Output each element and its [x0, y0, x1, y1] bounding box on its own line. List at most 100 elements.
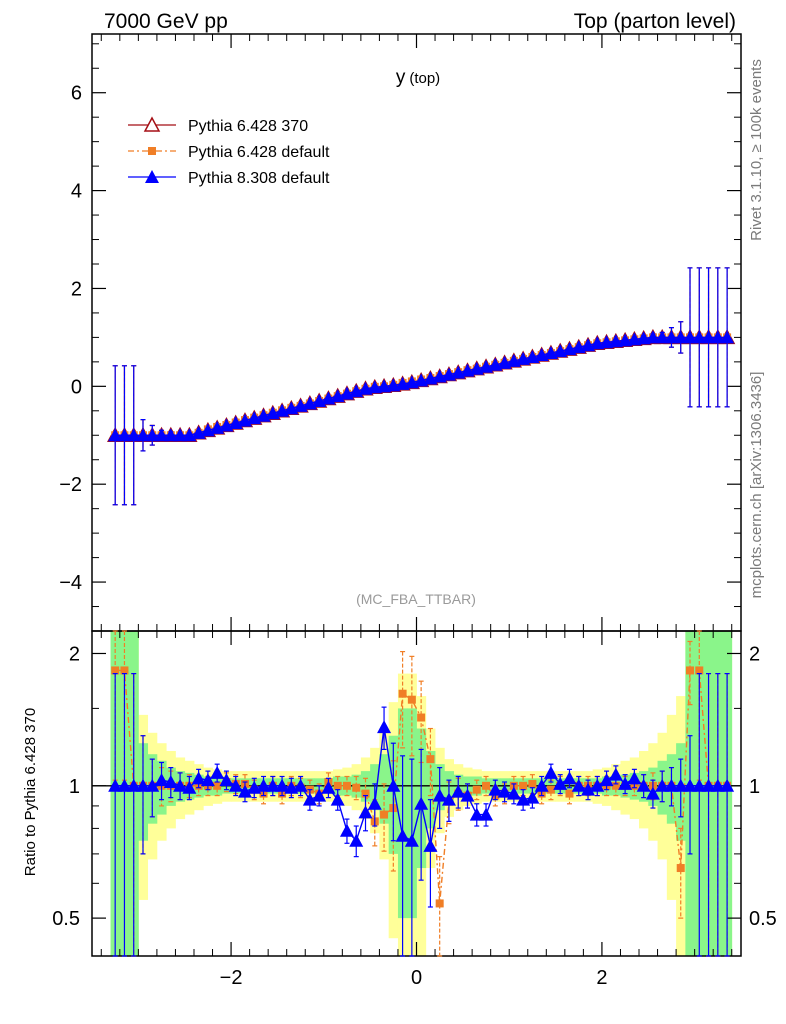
- ratio-point: [404, 833, 419, 847]
- ratio-point: [339, 823, 354, 837]
- ratio-point: [423, 838, 438, 852]
- ratio-point: [377, 720, 392, 734]
- ratio-point: [451, 784, 466, 798]
- chart-title-main: y: [396, 67, 406, 88]
- chart-title: y (top): [396, 67, 440, 88]
- ratio-point: [352, 783, 361, 792]
- ratio-ytick-label-left: 2: [69, 643, 80, 665]
- ratio-point: [302, 792, 317, 806]
- ratio-ytick-label-left: 0.5: [52, 908, 80, 930]
- ratio-point: [482, 781, 491, 790]
- main-point: [173, 428, 188, 442]
- main-point: [163, 428, 178, 442]
- main-series: [107, 267, 736, 506]
- ratio-point: [553, 776, 568, 790]
- ratio-point: [460, 788, 475, 802]
- ratio-point: [590, 778, 605, 792]
- side-label-rivet: Rivet 3.1.10, ≥ 100k events: [748, 59, 765, 241]
- ratio-point: [358, 805, 373, 819]
- main-point: [710, 330, 725, 344]
- ratio-point: [655, 778, 670, 792]
- ratio-point: [581, 782, 596, 796]
- ratio-point: [293, 778, 308, 792]
- ratio-point: [701, 778, 716, 792]
- ratio-point: [441, 792, 456, 806]
- ratio-point: [525, 790, 540, 804]
- main-ytick-label: −2: [59, 474, 82, 496]
- main-point: [664, 330, 679, 344]
- ratio-point: [565, 789, 574, 798]
- ratio-point: [599, 773, 614, 787]
- ratio-point: [145, 778, 160, 792]
- main-point: [673, 330, 688, 344]
- ratio-point: [120, 666, 129, 675]
- ratio-point: [367, 796, 382, 810]
- ratio-ytick-label-right: 2: [749, 643, 760, 665]
- ratio-point: [519, 781, 528, 790]
- ratio-point: [692, 778, 707, 792]
- main-point: [645, 330, 660, 344]
- watermark-label: (MC_FBA_TTBAR): [356, 591, 476, 607]
- main-point: [655, 330, 670, 344]
- ratio-point: [163, 775, 178, 789]
- ratio-point: [210, 765, 225, 779]
- ratio-point: [342, 781, 351, 790]
- ratio-point: [676, 864, 685, 873]
- ratio-point: [380, 810, 389, 819]
- ratio-point: [237, 784, 252, 798]
- ratio-point: [645, 786, 660, 800]
- ratio-ytick-label-right: 1: [749, 776, 760, 798]
- legend-label-pythia6-default: Pythia 6.428 default: [188, 144, 330, 161]
- legend: Pythia 6.428 370 Pythia 6.428 default Py…: [128, 116, 330, 187]
- ratio-point: [407, 695, 416, 704]
- ratio-xtick-label: −2: [220, 967, 243, 989]
- ratio-series-1: [108, 672, 735, 957]
- side-label-source: mcplots.cern.ch [arXiv:1306.3436]: [748, 372, 765, 599]
- ratio-point: [191, 771, 206, 785]
- ratio-point: [618, 776, 633, 790]
- main-ytick-label: −4: [59, 572, 82, 594]
- ratio-point: [108, 778, 123, 792]
- main-point: [108, 428, 123, 442]
- ratio-point: [173, 778, 188, 792]
- legend-marker-pythia6-370: [143, 116, 161, 132]
- main-point: [720, 330, 735, 344]
- ratio-point: [571, 778, 586, 792]
- ratio-point: [720, 778, 735, 792]
- main-point: [145, 428, 160, 442]
- ratio-point: [333, 781, 342, 790]
- ratio-point: [432, 788, 447, 802]
- ratio-point: [213, 781, 222, 790]
- main-point: [683, 330, 698, 344]
- ratio-point: [683, 778, 698, 792]
- ratio-point: [546, 785, 555, 794]
- ratio-point: [608, 767, 623, 781]
- ratio-point: [426, 755, 435, 764]
- ratio-point: [126, 778, 141, 792]
- ratio-point: [395, 828, 410, 842]
- ratio-point: [627, 771, 642, 785]
- ratio-point: [256, 778, 271, 792]
- ratio-point: [414, 796, 429, 810]
- ratio-point: [611, 781, 620, 790]
- ratio-point: [135, 778, 150, 792]
- ratio-band-inner: [379, 754, 390, 824]
- ratio-series: [108, 630, 735, 957]
- ratio-point: [664, 778, 679, 792]
- ratio-point: [312, 788, 327, 802]
- ratio-xtick-label: 0: [411, 967, 422, 989]
- ratio-y-axis-label: Ratio to Pythia 6.428 370: [22, 708, 39, 876]
- ratio-point: [469, 807, 484, 821]
- ratio-xtick-label: 2: [596, 967, 607, 989]
- main-ytick-label: 4: [71, 181, 82, 203]
- ratio-point: [265, 778, 280, 792]
- ratio-point: [534, 778, 549, 792]
- ratio-point: [710, 778, 725, 792]
- ratio-point: [562, 771, 577, 785]
- ratio-point: [349, 833, 364, 847]
- ratio-point: [275, 778, 290, 792]
- ratio-point: [398, 689, 407, 698]
- main-point: [117, 428, 132, 442]
- ratio-point: [686, 666, 695, 675]
